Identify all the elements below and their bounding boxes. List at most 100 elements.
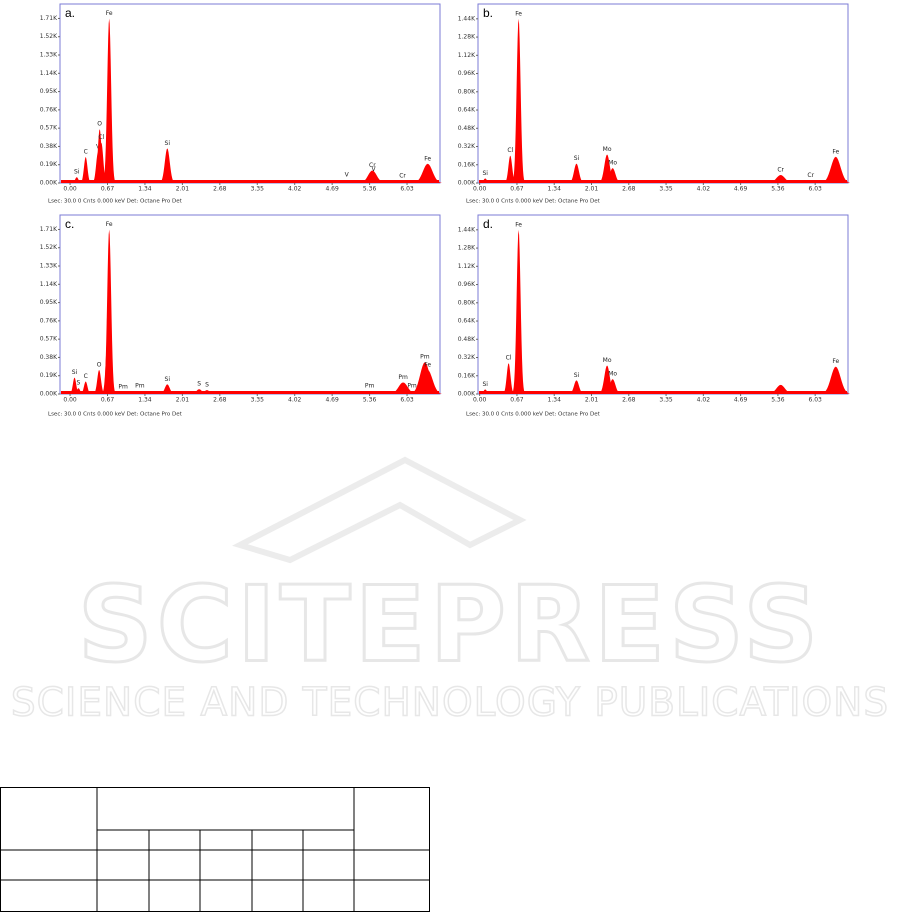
x-tick-label: 2.68 <box>213 186 227 193</box>
peak-label: Fe <box>106 10 113 17</box>
peak <box>133 391 147 394</box>
peak <box>334 180 359 183</box>
x-tick-label: 6.03 <box>808 186 822 193</box>
peak-label: Pm <box>118 384 128 391</box>
peak-label: Pm <box>365 383 375 390</box>
x-tick-label: 5.36 <box>363 186 377 193</box>
plot-frame <box>59 3 441 184</box>
peak-label: Pm <box>135 383 145 390</box>
y-tick-label: 0.57K <box>40 336 58 343</box>
y-tick-label: 0.19K <box>40 372 58 379</box>
y-tick-label: 0.19K <box>40 161 58 168</box>
x-tick-label: 1.34 <box>548 397 562 404</box>
watermark-title: SCITEPRESS <box>78 563 822 685</box>
panel-footer: Lsec: 30.0 0 Cnts 0.000 keV Det: Octane … <box>466 412 601 418</box>
y-tick-label: 0.38K <box>40 354 58 361</box>
peak-label: O <box>97 361 102 368</box>
empty-table <box>0 787 430 912</box>
peak-label: S <box>205 382 209 389</box>
peak-label: Fe <box>832 148 839 155</box>
x-tick-label: 2.68 <box>213 397 227 404</box>
x-tick-label: 1.34 <box>548 186 562 193</box>
peak-label: Si <box>574 372 580 379</box>
plot-frame <box>59 214 441 395</box>
y-tick-label: 1.44K <box>458 226 476 233</box>
peak-label: Pm <box>420 354 430 361</box>
peak <box>388 181 417 183</box>
peak <box>356 391 383 394</box>
peak-label: Mo <box>603 357 612 364</box>
y-tick-label: 1.14K <box>40 70 58 77</box>
panel-label: c. <box>65 217 74 231</box>
y-tick-label: 0.38K <box>40 143 58 150</box>
y-tick-label: 1.28K <box>458 245 476 252</box>
peak-label: V <box>371 166 376 173</box>
peak <box>821 366 851 394</box>
panel-label: a. <box>65 6 75 20</box>
peak <box>767 175 794 183</box>
peak <box>480 389 491 394</box>
spectrum-panel: 0.00K 0.16K 0.32K 0.48K 0.64K 0.80K 0.96K 1.12K… <box>458 3 851 205</box>
continuum <box>479 391 847 394</box>
peak <box>103 18 116 182</box>
peak-label: Mo <box>608 371 617 378</box>
continuum <box>61 391 439 394</box>
plot-frame <box>477 3 849 184</box>
peak <box>71 177 82 183</box>
peak-label: Fe <box>515 10 522 17</box>
x-tick-label: 0.00 <box>63 186 77 193</box>
peak-label: Si <box>574 155 580 162</box>
plot-frame <box>477 214 849 395</box>
peak-label: Si <box>74 169 80 176</box>
y-tick-label: 0.64K <box>458 318 476 325</box>
panel-label: d. <box>483 217 493 231</box>
peak <box>569 380 584 394</box>
x-tick-label: 0.00 <box>63 397 77 404</box>
peak <box>73 388 84 394</box>
peak <box>480 178 491 183</box>
y-tick-label: 1.71K <box>40 15 58 22</box>
watermark-subtitle: SCIENCE AND TECHNOLOGY PUBLICATIONS <box>11 681 889 726</box>
peak-label: Si <box>72 369 78 376</box>
y-tick-label: 1.12K <box>458 52 476 59</box>
peak-label: Cr <box>807 172 814 179</box>
x-tick-label: 4.69 <box>734 186 748 193</box>
y-tick-label: 1.12K <box>458 263 476 270</box>
peak <box>512 229 525 393</box>
peak-label: S <box>77 380 81 387</box>
x-tick-label: 5.36 <box>363 397 377 404</box>
spectrum-panel: 0.00K 0.16K 0.32K 0.48K 0.64K 0.80K 0.96K 1.12K… <box>458 214 851 418</box>
spectrum-panel: 0.00K 0.19K 0.38K 0.57K 0.76K 0.95K 1.14K 1.33K… <box>40 214 443 418</box>
x-tick-label: 4.02 <box>288 397 302 404</box>
peak-label: Cl <box>98 134 104 141</box>
watermark: SCITEPRESS SCIENCE AND TECHNOLOGY PUBLIC… <box>10 456 889 726</box>
x-tick-label: 2.01 <box>176 186 190 193</box>
panel-footer: Lsec: 30.0 0 Cnts 0.000 keV Det: Octane … <box>48 199 183 205</box>
x-tick-label: 6.03 <box>400 186 414 193</box>
x-tick-label: 4.69 <box>734 397 748 404</box>
y-tick-label: 0.57K <box>40 125 58 132</box>
x-tick-label: 0.67 <box>101 186 115 193</box>
y-tick-label: 0.96K <box>458 281 476 288</box>
peak <box>80 381 91 394</box>
x-tick-label: 0.67 <box>510 397 524 404</box>
y-tick-label: 1.44K <box>458 15 476 22</box>
y-tick-label: 0.00K <box>40 391 58 398</box>
x-tick-label: 4.02 <box>288 186 302 193</box>
panel-label: b. <box>483 6 493 20</box>
y-tick-label: 0.32K <box>458 143 476 150</box>
x-tick-label: 3.35 <box>251 397 265 404</box>
x-tick-label: 2.01 <box>176 397 190 404</box>
x-tick-label: 3.35 <box>251 186 265 193</box>
peak-label: Cr <box>777 167 784 174</box>
peak-label: Si <box>165 140 171 147</box>
y-tick-label: 0.00K <box>458 391 476 398</box>
x-tick-label: 5.36 <box>771 186 785 193</box>
peak-label: Fe <box>424 361 431 368</box>
y-tick-label: 0.96K <box>458 70 476 77</box>
y-tick-label: 0.48K <box>458 336 476 343</box>
x-tick-label: 6.03 <box>808 397 822 404</box>
peak-label: Si <box>165 376 171 383</box>
peak <box>360 174 387 183</box>
